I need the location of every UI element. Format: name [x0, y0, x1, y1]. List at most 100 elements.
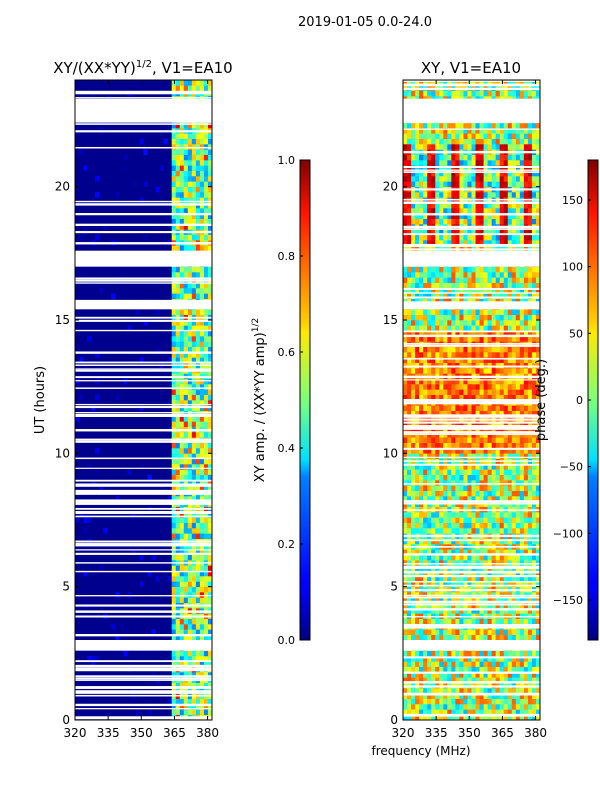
- heatmap-cell: [439, 512, 444, 518]
- heatmap-cell: [191, 522, 197, 529]
- heatmap-cell: [503, 688, 509, 694]
- heatmap-cell: [407, 288, 412, 294]
- heatmap-cell: [455, 597, 460, 603]
- heatmap-cell: [439, 485, 444, 491]
- heatmap-cell: [531, 677, 537, 683]
- heatmap-cell: [199, 533, 205, 539]
- heatmap-cell: [515, 677, 521, 683]
- heatmap-cell: [199, 336, 205, 342]
- heatmap-cell: [419, 576, 424, 582]
- heatmap-cell: [183, 341, 189, 347]
- heatmap-cell: [495, 629, 501, 635]
- heatmap-cell: [511, 362, 517, 369]
- flagged-time-band: [75, 250, 212, 267]
- heatmap-cell: [207, 458, 212, 465]
- heatmap-cell: [179, 266, 185, 273]
- heatmap-cell: [183, 533, 189, 539]
- heatmap-cell: [455, 234, 460, 241]
- heatmap-cell: [427, 560, 432, 566]
- heatmap-cell: [423, 592, 428, 598]
- heatmap-cell: [415, 320, 420, 326]
- heatmap-cell: [195, 597, 201, 603]
- heatmap-cell: [531, 688, 537, 694]
- heatmap-cell: [155, 346, 160, 353]
- heatmap-cell: [479, 309, 484, 315]
- heatmap-cell: [459, 245, 464, 251]
- heatmap-cell: [491, 448, 496, 454]
- heatmap-cell: [495, 693, 501, 699]
- heatmap-cell: [443, 512, 448, 518]
- heatmap-cell: [443, 272, 448, 278]
- heatmap-cell: [183, 309, 189, 315]
- heatmap-cell: [199, 272, 205, 278]
- heatmap-cell: [463, 677, 468, 683]
- heatmap-cell: [419, 570, 424, 577]
- heatmap-cell: [199, 432, 205, 438]
- heatmap-cell: [427, 538, 432, 545]
- heatmap-cell: [179, 224, 185, 230]
- heatmap-cell: [491, 309, 496, 315]
- heatmap-cell: [427, 208, 432, 214]
- heatmap-cell: [187, 325, 193, 331]
- heatmap-cell: [411, 677, 416, 683]
- heatmap-cell: [451, 464, 456, 470]
- heatmap-cell: [179, 133, 185, 139]
- heatmap-cell: [523, 314, 529, 321]
- heatmap-cell: [415, 661, 420, 667]
- heatmap-cell: [459, 512, 464, 518]
- heatmap-cell: [483, 368, 488, 374]
- heatmap-cell: [511, 474, 517, 481]
- heatmap-cell: [431, 480, 436, 486]
- heatmap-cell: [503, 346, 509, 353]
- flagged-integration-line: [75, 717, 212, 720]
- heatmap-cell: [423, 634, 428, 641]
- heatmap-cell: [183, 373, 189, 379]
- heatmap-cell: [207, 416, 212, 422]
- heatmap-cell: [423, 437, 428, 443]
- heatmap-cell: [403, 389, 408, 395]
- heatmap-cell: [439, 496, 444, 502]
- heatmap-cell: [495, 245, 501, 251]
- heatmap-cell: [403, 165, 408, 171]
- heatmap-cell: [187, 624, 193, 630]
- heatmap-cell: [487, 698, 492, 705]
- heatmap-cell: [171, 410, 177, 417]
- heatmap-cell: [515, 442, 521, 449]
- heatmap-cell: [203, 192, 209, 198]
- heatmap-cell: [435, 661, 440, 667]
- heatmap-cell: [439, 352, 444, 358]
- heatmap-cell: [535, 181, 540, 187]
- heatmap-cell: [535, 496, 540, 502]
- heatmap-cell: [455, 357, 460, 363]
- heatmap-cell: [435, 314, 440, 321]
- heatmap-cell: [411, 208, 416, 214]
- heatmap-cell: [527, 218, 533, 225]
- heatmap-cell: [431, 421, 436, 427]
- heatmap-cell: [447, 522, 452, 529]
- heatmap-cell: [491, 266, 496, 273]
- heatmap-cell: [467, 192, 472, 198]
- heatmap-cell: [135, 709, 140, 715]
- heatmap-cell: [471, 560, 476, 566]
- heatmap-cell: [503, 384, 509, 390]
- heatmap-cell: [487, 234, 492, 241]
- heatmap-cell: [407, 469, 412, 475]
- heatmap-cell: [443, 208, 448, 214]
- heatmap-cell: [179, 384, 185, 390]
- heatmap-cell: [403, 608, 408, 614]
- heatmap-cell: [471, 394, 476, 401]
- heatmap-cell: [171, 656, 177, 662]
- heatmap-cell: [175, 373, 181, 379]
- heatmap-cell: [191, 421, 197, 427]
- heatmap-cell: [427, 629, 432, 635]
- heatmap-cell: [491, 181, 496, 187]
- heatmap-cell: [179, 672, 185, 678]
- heatmap-cell: [479, 576, 484, 582]
- heatmap-cell: [199, 80, 205, 86]
- heatmap-cell: [423, 282, 428, 289]
- heatmap-cell: [499, 378, 505, 385]
- heatmap-cell: [519, 293, 525, 299]
- heatmap-cell: [427, 394, 432, 401]
- heatmap-cell: [487, 634, 492, 641]
- heatmap-cell: [439, 576, 444, 582]
